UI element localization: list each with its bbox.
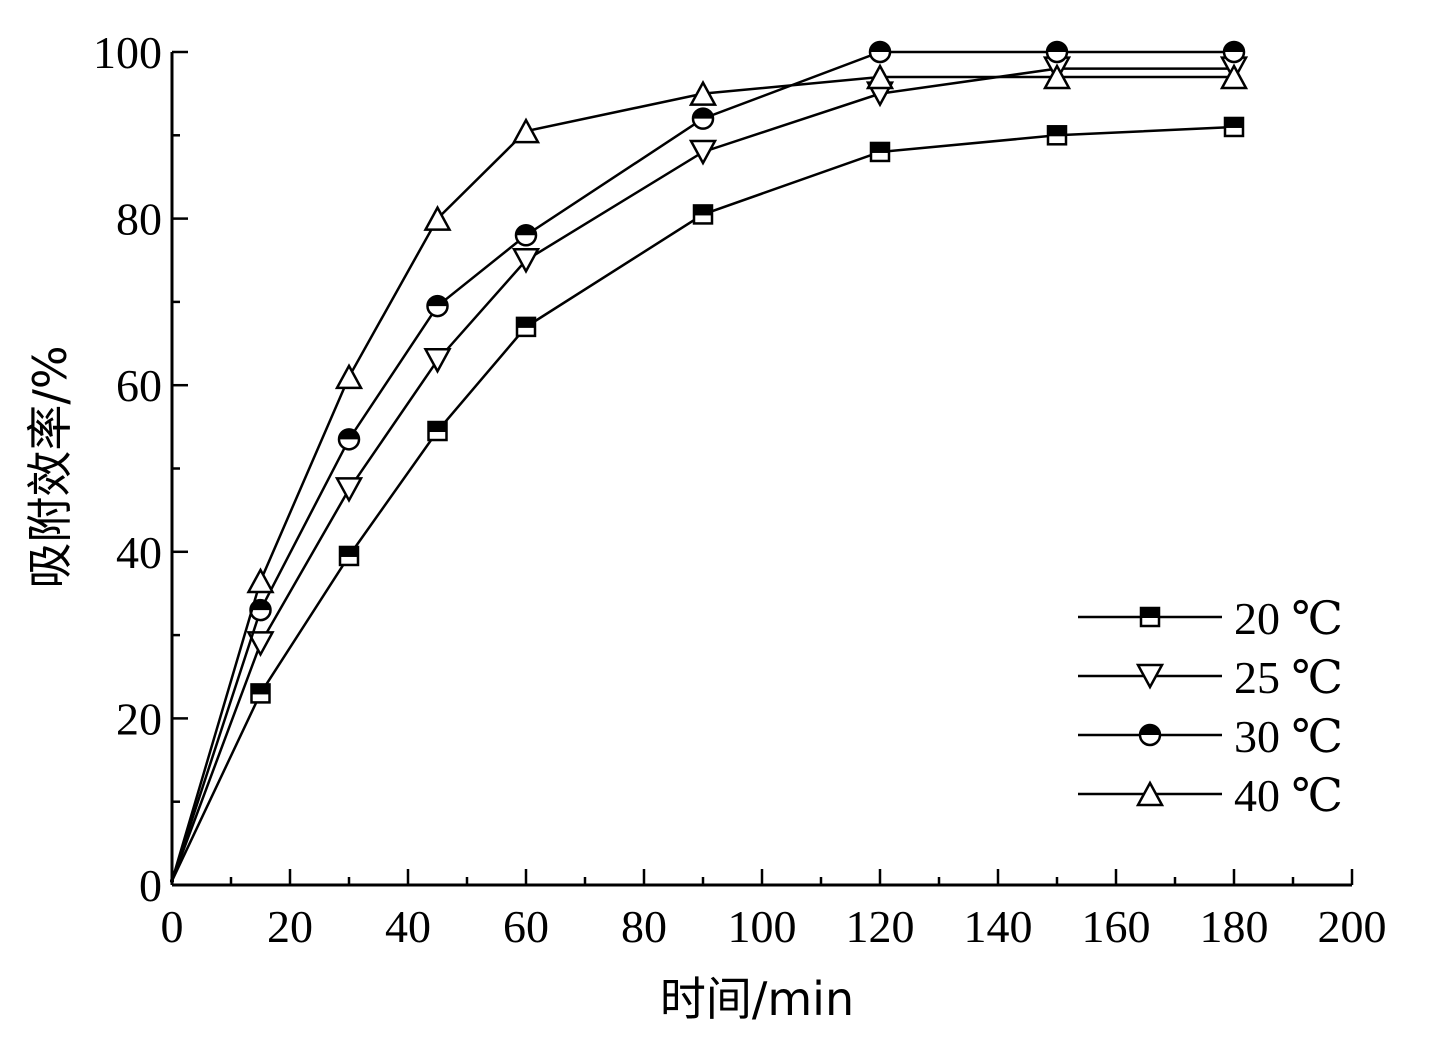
data-point [334, 363, 364, 390]
data-point [334, 477, 364, 503]
x-tick-label: 60 [503, 901, 549, 952]
x-tick-label: 180 [1200, 901, 1269, 952]
x-axis-title: 时间/min [660, 972, 854, 1026]
x-tick-label: 120 [846, 901, 915, 952]
legend: 20 ℃ 25 ℃ 30 ℃ 40 ℃ [1078, 593, 1343, 821]
legend-marker [1135, 780, 1165, 807]
x-tick-label: 160 [1082, 901, 1151, 952]
series-line [170, 75, 1234, 882]
data-point [511, 248, 541, 274]
y-tick-label: 40 [116, 527, 162, 578]
legend-entry: 20 ℃ [1078, 593, 1343, 644]
series-3 [170, 40, 1246, 883]
data-point [688, 80, 718, 106]
y-tick-label: 20 [116, 693, 162, 744]
y-tick-label: 60 [116, 360, 162, 411]
x-tick-label: 40 [385, 901, 431, 952]
data-point [1046, 125, 1068, 146]
data-point [1219, 63, 1249, 90]
legend-marker [1135, 663, 1165, 690]
data-point [865, 63, 895, 90]
data-point [427, 420, 448, 442]
legend-entry: 25 ℃ [1078, 652, 1343, 703]
data-point [337, 428, 361, 451]
data-point [514, 224, 538, 247]
series-layer [170, 40, 1249, 883]
y-tick-label: 80 [116, 194, 162, 245]
legend-entry: 30 ℃ [1078, 711, 1343, 762]
x-tick-label: 80 [621, 901, 667, 952]
y-tick-label: 100 [93, 27, 162, 78]
data-point [1223, 116, 1245, 138]
legend-label: 40 ℃ [1234, 770, 1343, 821]
data-point [246, 631, 275, 658]
data-point [511, 117, 541, 144]
data-point [1045, 40, 1069, 64]
series-4 [170, 63, 1249, 883]
legend-marker [1139, 606, 1161, 628]
x-tick-label: 200 [1318, 901, 1387, 952]
data-point [691, 107, 715, 130]
data-point [515, 316, 537, 338]
series-line [170, 50, 1234, 882]
legend-entry: 40 ℃ [1078, 770, 1343, 821]
legend-label: 25 ℃ [1234, 652, 1343, 703]
data-point [426, 294, 449, 318]
x-tick-label: 0 [161, 901, 184, 952]
x-tick-label: 20 [267, 901, 313, 952]
y-axis-title: 吸附效率/% [23, 345, 77, 588]
data-point [423, 347, 452, 374]
legend-label: 20 ℃ [1234, 593, 1343, 644]
data-point [869, 141, 891, 163]
series-1 [170, 116, 1245, 883]
legend-marker [1138, 723, 1162, 747]
data-point-origin [170, 878, 174, 883]
data-point [692, 204, 714, 225]
data-point [1222, 40, 1246, 64]
data-point [249, 598, 272, 622]
legend-label: 30 ℃ [1234, 711, 1343, 762]
x-tick-label: 140 [964, 901, 1033, 952]
data-point [250, 683, 271, 704]
data-point [1042, 63, 1072, 90]
y-tick-label: 0 [139, 860, 162, 911]
data-point [688, 139, 718, 166]
axes: 0 20 40 60 80 100 120 140 160 180 200 0 20 40 60 80 100 [93, 27, 1387, 952]
data-point [868, 40, 892, 64]
data-point [423, 204, 452, 231]
series-line [170, 125, 1235, 882]
data-point [246, 567, 275, 594]
series-2 [170, 56, 1249, 883]
x-tick-label: 100 [728, 901, 797, 952]
data-point [338, 545, 360, 567]
